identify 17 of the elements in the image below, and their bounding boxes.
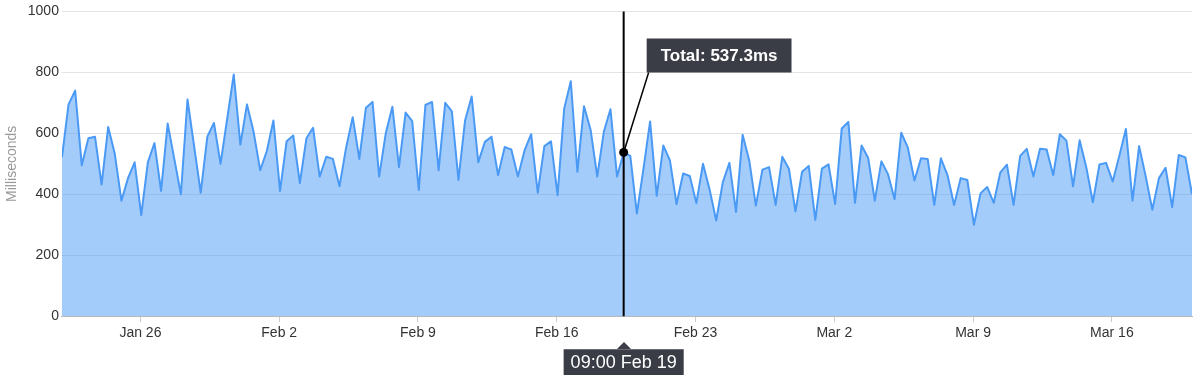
x-tick-label: Feb 9 xyxy=(400,324,437,341)
x-tick-label: Feb 23 xyxy=(673,324,718,341)
y-tick-label: 200 xyxy=(35,246,60,263)
y-tick-label: 400 xyxy=(35,185,60,202)
y-axis-title: Milliseconds xyxy=(3,125,20,202)
x-tick-label: Jan 26 xyxy=(119,324,162,341)
y-tick-label: 0 xyxy=(51,307,60,324)
y-tick-label: 800 xyxy=(35,63,60,80)
y-tick-label: 1000 xyxy=(27,2,60,19)
annotation: Total: 537.3ms xyxy=(660,46,778,66)
x-tick-label: Mar 9 xyxy=(955,324,992,341)
text: 09:00 Feb 19 xyxy=(570,352,677,373)
x-tick-label: Mar 2 xyxy=(816,324,853,341)
x-tick-label: Feb 2 xyxy=(261,324,298,341)
y-tick-label: 600 xyxy=(35,124,60,141)
x-tick-label: Feb 16 xyxy=(534,324,579,341)
x-tick-label: Mar 16 xyxy=(1090,324,1134,341)
